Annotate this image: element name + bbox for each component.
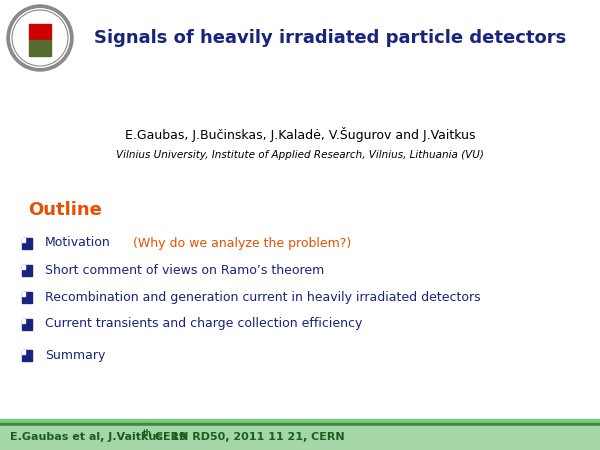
Bar [0, 426, 600, 450]
Bar [22, 292, 32, 302]
Bar [22, 265, 25, 269]
Text: E.Gaubas et al, J.Vaitkus. 19: E.Gaubas et al, J.Vaitkus. 19 [10, 432, 187, 442]
Text: Signals of heavily irradiated particle detectors: Signals of heavily irradiated particle d… [94, 29, 566, 47]
Bar [0, 423, 600, 426]
Bar [29, 40, 51, 56]
Bar [22, 265, 32, 275]
Circle shape [7, 5, 73, 71]
Text: Current transients and charge collection efficiency: Current transients and charge collection… [45, 318, 362, 330]
Text: th: th [143, 428, 152, 437]
Text: CERN RD50, 2011 11 21, CERN: CERN RD50, 2011 11 21, CERN [151, 432, 344, 442]
Circle shape [9, 7, 71, 69]
Bar [0, 426, 600, 450]
Bar [22, 238, 32, 248]
Bar [0, 419, 600, 422]
Text: Short comment of views on Ramo’s theorem: Short comment of views on Ramo’s theorem [45, 264, 324, 276]
Text: Recombination and generation current in heavily irradiated detectors: Recombination and generation current in … [45, 291, 481, 303]
Text: Motivation: Motivation [45, 237, 111, 249]
Bar [22, 319, 25, 323]
Bar [29, 24, 51, 40]
Bar [22, 350, 32, 360]
Text: Outline: Outline [28, 201, 102, 219]
Text: Vilnius University, Institute of Applied Research, Vilnius, Lithuania (VU): Vilnius University, Institute of Applied… [116, 150, 484, 160]
Text: (Why do we analyze the problem?): (Why do we analyze the problem?) [117, 237, 351, 249]
Bar [22, 350, 25, 354]
Bar [22, 238, 25, 242]
Bar [22, 319, 32, 329]
Circle shape [12, 10, 68, 66]
Bar [22, 292, 25, 296]
Text: E.Gaubas, J.Bučinskas, J.Kaladė, V.Šugurov and J.Vaitkus: E.Gaubas, J.Bučinskas, J.Kaladė, V.Šugur… [125, 127, 475, 143]
Text: Summary: Summary [45, 348, 106, 361]
